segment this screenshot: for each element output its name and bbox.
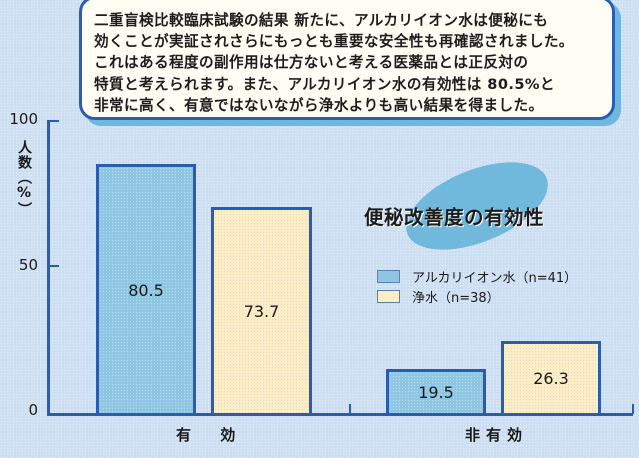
bar-effective-alkaline: 80.5 bbox=[96, 164, 196, 413]
legend-item-alkaline: アルカリイオン水（n=41） bbox=[377, 266, 577, 286]
y-tick-50: 50 bbox=[18, 256, 38, 274]
legend: アルカリイオン水（n=41） 浄水（n=38） bbox=[377, 266, 577, 306]
y-tick-100: 100 bbox=[9, 110, 38, 128]
annotation-line-4: 特質と考えられます。また、アルカリイオン水の有効性は 80.5%と bbox=[94, 75, 555, 93]
x-category-ineffective: 非有効 bbox=[465, 426, 529, 444]
legend-swatch-purified bbox=[377, 289, 400, 303]
y-axis-tick-50 bbox=[47, 265, 59, 267]
bar-ineffective-alkaline: 19.5 bbox=[386, 369, 486, 413]
x-axis-end-tick bbox=[632, 404, 634, 414]
legend-label-purified: 浄水（n=38） bbox=[412, 290, 500, 306]
x-axis bbox=[47, 413, 633, 416]
bar-value-label: 19.5 bbox=[418, 383, 454, 402]
annotation-box: 二重盲検比較臨床試験の結果 新たに、アルカリイオン水は便秘にも 効くことが実証さ… bbox=[79, 0, 615, 120]
legend-label-alkaline: アルカリイオン水（n=41） bbox=[412, 270, 578, 286]
annotation-line-5: 非常に高く、有意ではないながら浄水よりも高い結果を得ました。 bbox=[94, 96, 544, 114]
bar-value-label: 80.5 bbox=[128, 280, 164, 300]
legend-swatch-alkaline bbox=[377, 269, 400, 283]
annotation-line-1: 二重盲検比較臨床試験の結果 新たに、アルカリイオン水は便秘にも bbox=[94, 12, 549, 29]
bar-value-label: 73.7 bbox=[243, 302, 280, 321]
bar-ineffective-purified: 26.3 bbox=[501, 341, 601, 413]
category-separator-tick bbox=[349, 404, 351, 414]
x-category-effective: 有 効 bbox=[176, 426, 248, 444]
legend-item-purified: 浄水（n=38） bbox=[377, 286, 577, 306]
annotation-line-2: 効くことが実証されさらにもっとも重要な安全性も再確認されました。 bbox=[94, 33, 574, 51]
bar-value-label: 26.3 bbox=[533, 369, 569, 388]
y-tick-0: 0 bbox=[28, 401, 38, 419]
y-axis-label: 人数（%） bbox=[16, 140, 32, 217]
y-axis-tick-100 bbox=[47, 120, 59, 122]
bar-effective-purified: 73.7 bbox=[211, 207, 312, 413]
chart-title: 便秘改善度の有効性 bbox=[364, 206, 545, 229]
y-axis bbox=[47, 120, 50, 415]
annotation-line-3: これはある程度の副作用は仕方ないと考える医薬品とは正反対の bbox=[94, 54, 529, 72]
